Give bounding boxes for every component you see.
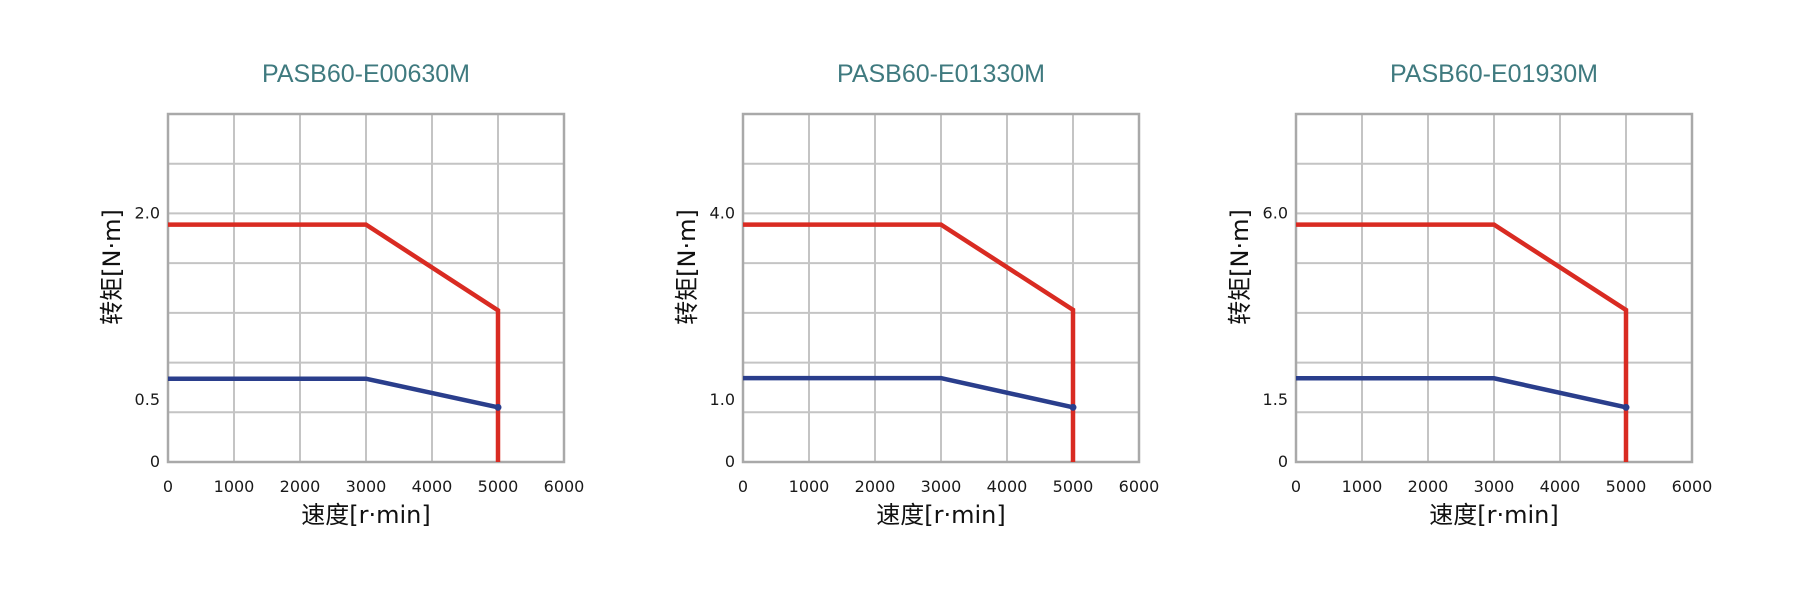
x-tick-label: 3000 <box>1474 477 1515 496</box>
x-tick-label: 0 <box>738 477 748 496</box>
grid <box>168 114 564 462</box>
y-tick-label: 0 <box>1278 452 1288 471</box>
x-tick-label: 2000 <box>280 477 321 496</box>
y-tick-label: 0.5 <box>135 390 160 409</box>
x-tick-label: 3000 <box>921 477 962 496</box>
x-axis-label: 速度[r·min] <box>1429 501 1558 529</box>
chart-panel-1: PASB60-E00630M 0 1000 2000 3000 4000 5000 6000 0… <box>0 0 584 589</box>
x-tick-label: 1000 <box>214 477 255 496</box>
x-tick-label: 5000 <box>1606 477 1647 496</box>
curve-end-point <box>494 403 502 411</box>
x-tick-label: 0 <box>163 477 173 496</box>
chart-title: PASB60-E00630M <box>262 60 470 88</box>
x-tick-label: 3000 <box>346 477 387 496</box>
x-tick-label: 6000 <box>1119 477 1160 496</box>
rated-torque-curve <box>168 376 499 410</box>
chart-title: PASB60-E01330M <box>837 60 1045 88</box>
curve-end-point <box>1069 403 1077 411</box>
chart-panel-3: PASB60-E01930M 0 1000 2000 3000 4000 5000 6000 0… <box>1128 0 1712 589</box>
x-tick-label: 0 <box>1291 477 1301 496</box>
y-tick-label: 0 <box>725 452 735 471</box>
plot-frame <box>741 112 1141 464</box>
y-tick-label: 4.0 <box>710 203 735 222</box>
x-tick-label: 6000 <box>1672 477 1713 496</box>
x-tick-label: 4000 <box>1540 477 1581 496</box>
grid <box>1296 114 1692 462</box>
x-tick-label: 4000 <box>412 477 453 496</box>
y-tick-label: 2.0 <box>135 203 160 222</box>
chart-panel-2: PASB60-E01330M 0 1000 2000 3000 4000 5000 6000 0… <box>575 0 1159 589</box>
x-tick-label: 5000 <box>1053 477 1094 496</box>
y-axis-label: 转矩[N·m] <box>673 209 701 325</box>
x-tick-label: 2000 <box>855 477 896 496</box>
x-tick-label: 2000 <box>1408 477 1449 496</box>
y-tick-label: 6.0 <box>1263 203 1288 222</box>
max-torque-curve <box>743 222 1076 462</box>
x-tick-label: 5000 <box>478 477 519 496</box>
plot-frame <box>166 112 566 464</box>
curve-end-point <box>1622 403 1630 411</box>
x-tick-label: 1000 <box>1342 477 1383 496</box>
y-tick-label: 0 <box>150 452 160 471</box>
max-torque-curve <box>1296 222 1629 462</box>
chart-svg: PASB60-E00630M 0 1000 2000 3000 4000 5000 6000 0… <box>98 60 584 529</box>
chart-title: PASB60-E01930M <box>1390 60 1598 88</box>
chart-svg: PASB60-E01930M 0 1000 2000 3000 4000 5000 6000 0… <box>1226 60 1712 529</box>
rated-torque-curve <box>743 375 1074 410</box>
y-axis-label: 转矩[N·m] <box>98 209 126 325</box>
y-axis-label: 转矩[N·m] <box>1226 209 1254 325</box>
x-axis-label: 速度[r·min] <box>876 501 1005 529</box>
x-tick-label: 6000 <box>544 477 585 496</box>
max-torque-curve <box>168 222 501 462</box>
grid <box>743 114 1139 462</box>
plot-frame <box>1294 112 1694 464</box>
x-tick-label: 1000 <box>789 477 830 496</box>
chart-svg: PASB60-E01330M 0 1000 2000 3000 4000 5000 6000 0… <box>673 60 1159 529</box>
y-tick-label: 1.0 <box>710 390 735 409</box>
x-tick-label: 4000 <box>987 477 1028 496</box>
rated-torque-curve <box>1296 376 1627 410</box>
x-axis-label: 速度[r·min] <box>301 501 430 529</box>
y-tick-label: 1.5 <box>1263 390 1288 409</box>
